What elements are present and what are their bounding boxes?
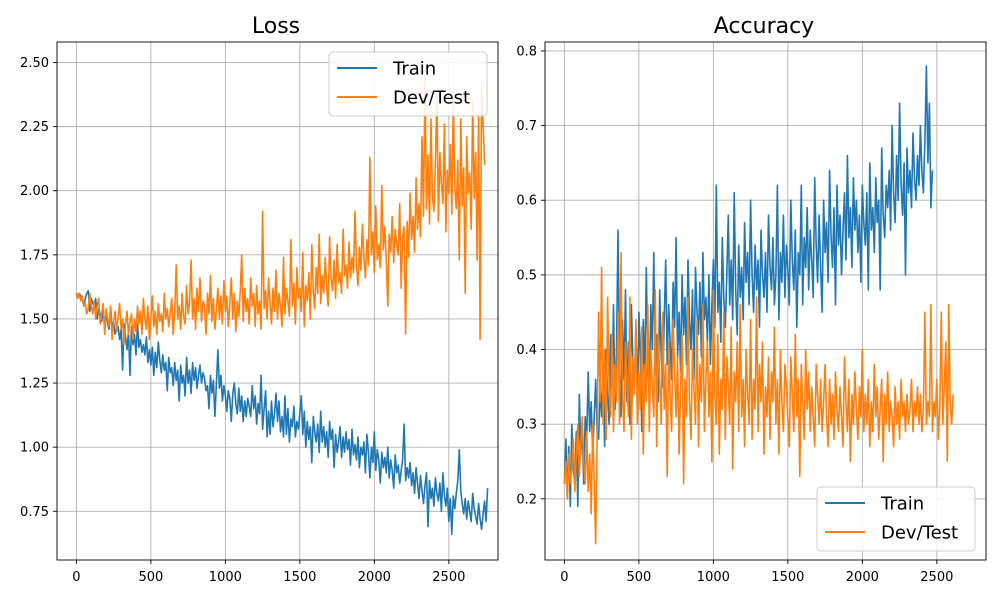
accuracy-x-tick-label: 2000 — [846, 570, 879, 585]
loss-dev-test-line — [75, 74, 486, 346]
loss-train-line — [75, 289, 489, 536]
loss-x-tick-label: 500 — [138, 570, 163, 585]
loss-x-tick-label: 1000 — [209, 570, 242, 585]
accuracy-legend-label-train: Train — [880, 494, 924, 515]
accuracy-x-tick-label: 500 — [626, 570, 651, 585]
loss-y-tick-label: 0.75 — [20, 505, 49, 520]
accuracy-chart-title: Accuracy — [714, 14, 814, 39]
accuracy-x-tick-label: 1500 — [771, 570, 804, 585]
loss-legend-label-train: Train — [392, 59, 436, 80]
accuracy-legend-label-dev-test: Dev/Test — [881, 523, 958, 544]
loss-y-tick-label: 1.00 — [20, 441, 49, 456]
accuracy-y-axis: 0.2 0.3 0.4 0.5 0.6 0.7 0.8 — [516, 44, 545, 507]
accuracy-dev-test-line — [563, 251, 954, 545]
loss-axes-frame — [56, 41, 499, 561]
accuracy-y-tick-label: 0.2 — [516, 492, 537, 507]
loss-y-tick-label: 1.50 — [20, 312, 49, 327]
accuracy-y-tick-label: 0.3 — [516, 418, 537, 433]
accuracy-legend: Train Dev/Test — [816, 486, 976, 552]
accuracy-grid — [545, 42, 986, 560]
accuracy-x-tick-label: 2500 — [920, 570, 953, 585]
loss-y-tick-label: 2.50 — [20, 56, 49, 71]
loss-y-tick-label: 2.25 — [20, 120, 49, 135]
loss-x-tick-label: 2500 — [432, 570, 465, 585]
accuracy-train-line — [563, 65, 934, 508]
accuracy-y-tick-label: 0.6 — [516, 194, 537, 209]
loss-legend: Train Dev/Test — [328, 51, 488, 117]
loss-panel: Loss 0 500 1000 1500 2000 2500 0.75 1.00 1.25 1.… — [20, 14, 499, 585]
accuracy-panel: Accuracy 0 500 1000 1500 2000 2500 0.20.30.40… — [516, 14, 987, 585]
accuracy-x-tick-label: 0 — [560, 570, 568, 585]
accuracy-y-tick-label: 0.7 — [516, 119, 537, 134]
loss-x-tick-label: 2000 — [358, 570, 391, 585]
loss-legend-label-dev-test: Dev/Test — [393, 88, 470, 109]
accuracy-axes-frame — [544, 41, 987, 561]
accuracy-x-axis: 0 500 1000 1500 2000 2500 — [560, 560, 953, 585]
loss-y-tick-label: 1.75 — [20, 248, 49, 263]
loss-series-group — [75, 74, 489, 536]
accuracy-y-tick-label: 0.4 — [516, 343, 537, 358]
loss-y-axis: 0.75 1.00 1.25 1.50 1.75 2.00 2.25 2.50 — [20, 56, 57, 520]
loss-y-tick-label: 2.00 — [20, 184, 49, 199]
accuracy-y-tick-label: 0.8 — [516, 44, 537, 59]
loss-grid — [57, 42, 498, 560]
accuracy-y-tick-label: 0.5 — [516, 268, 537, 283]
loss-y-tick-label: 1.25 — [20, 377, 49, 392]
accuracy-x-tick-label: 1000 — [697, 570, 730, 585]
accuracy-series-group — [563, 65, 954, 545]
loss-chart-title: Loss — [252, 14, 300, 39]
loss-x-tick-label: 1500 — [283, 570, 316, 585]
loss-x-axis: 0 500 1000 1500 2000 2500 — [72, 560, 465, 585]
loss-x-tick-label: 0 — [72, 570, 80, 585]
